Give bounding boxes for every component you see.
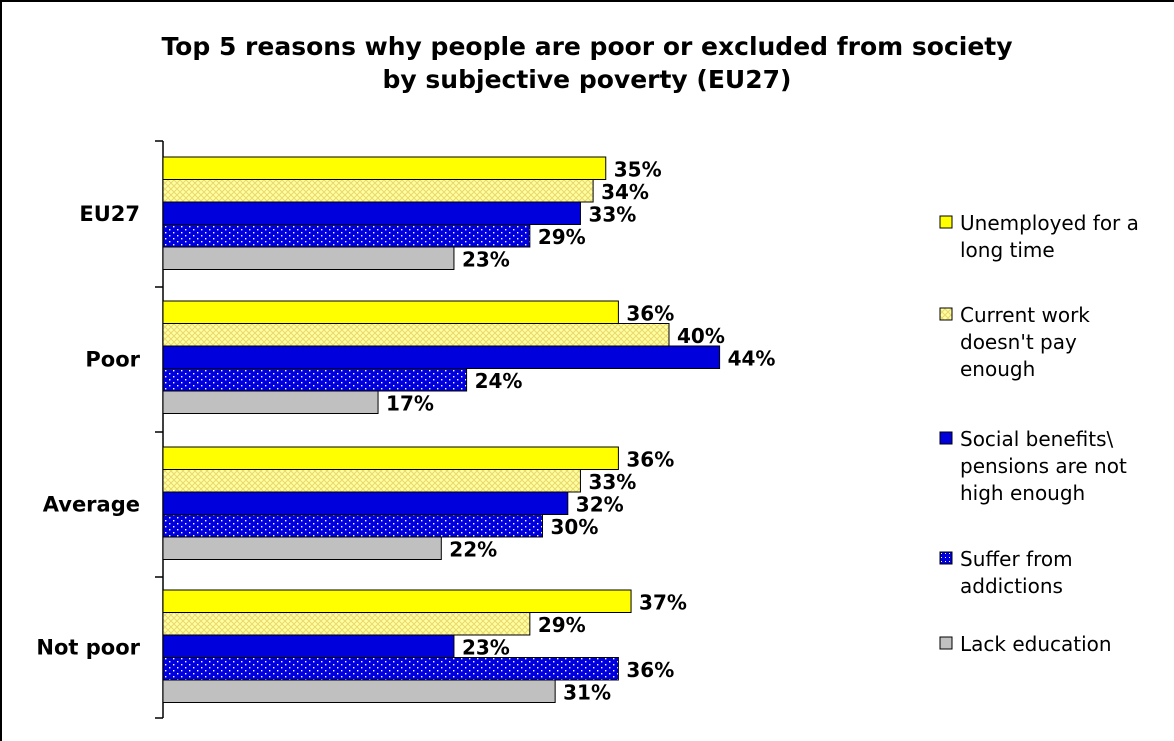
category-label: Poor (85, 348, 140, 372)
legend-label: high enough (960, 481, 1085, 505)
bar (162, 201, 581, 225)
data-label: 29% (538, 225, 586, 249)
bar (162, 323, 670, 347)
bar (162, 446, 619, 470)
legend-swatch (939, 307, 953, 321)
bar (162, 657, 619, 681)
chart-title-line-2: by subjective poverty (EU27) (382, 65, 792, 94)
bar (162, 345, 721, 369)
legend-label: pensions are not (960, 454, 1127, 478)
bar (162, 491, 569, 515)
bar-layer (162, 156, 721, 703)
legend-item: Suffer from addictions (939, 547, 1073, 598)
legend-item: Lack education (939, 632, 1112, 656)
chart-title-line-1: Top 5 reasons why people are poor or exc… (161, 32, 1013, 61)
legend-label: Current work (960, 303, 1090, 327)
data-label: 23% (462, 636, 510, 660)
data-label: 44% (728, 347, 776, 371)
legend-label: enough (960, 357, 1035, 381)
data-label: 34% (601, 180, 649, 204)
bar (162, 634, 455, 658)
data-label: 17% (386, 392, 434, 416)
data-label: 36% (626, 302, 674, 326)
data-label: 30% (551, 515, 599, 539)
bar (162, 390, 379, 414)
data-label: 33% (588, 470, 636, 494)
bar (162, 246, 455, 270)
axis-layer (155, 140, 164, 719)
legend-item: Unemployed for a long time (939, 211, 1139, 262)
legend: Unemployed for a long time Current work doe… (939, 211, 1139, 656)
chart-title: Top 5 reasons why people are poor or exc… (0, 30, 1174, 96)
data-label: 36% (626, 658, 674, 682)
data-label: 22% (449, 538, 497, 562)
bar (162, 679, 556, 703)
legend-label: addictions (960, 574, 1063, 598)
legend-label: Social benefits\ (960, 427, 1113, 451)
legend-label: Lack education (960, 632, 1112, 656)
legend-swatch (939, 215, 953, 229)
bar (162, 469, 581, 493)
bar (162, 368, 468, 392)
legend-swatch (939, 431, 953, 445)
legend-label: doesn't pay (960, 330, 1077, 354)
data-label: 32% (576, 493, 624, 517)
data-label: 33% (588, 203, 636, 227)
data-label: 37% (639, 591, 687, 615)
data-label: 24% (475, 369, 523, 393)
label-layer: EU27 Poor Average Not poor 35% 36% 36% 37% 34% 40… (36, 158, 775, 705)
legend-swatch (939, 551, 953, 565)
bar (162, 514, 543, 538)
legend-item: Social benefits\ pensions are not high eno… (939, 427, 1127, 505)
bar (162, 612, 531, 636)
category-label: Average (43, 493, 140, 517)
data-label: 29% (538, 613, 586, 637)
data-label: 35% (614, 158, 662, 182)
bar (162, 179, 594, 203)
legend-label: long time (960, 238, 1055, 262)
legend-swatch (939, 636, 953, 650)
data-label: 31% (563, 681, 611, 705)
category-label: EU27 (79, 202, 140, 226)
bar (162, 300, 619, 324)
data-label: 36% (626, 448, 674, 472)
bar (162, 536, 442, 560)
data-label: 23% (462, 248, 510, 272)
bar (162, 224, 531, 248)
bar (162, 589, 632, 613)
legend-label: Unemployed for a (960, 211, 1139, 235)
bar (162, 156, 607, 180)
legend-item: Current work doesn't pay enough (939, 303, 1090, 381)
legend-label: Suffer from (960, 547, 1073, 571)
category-label: Not poor (36, 636, 140, 660)
data-label: 40% (677, 324, 725, 348)
